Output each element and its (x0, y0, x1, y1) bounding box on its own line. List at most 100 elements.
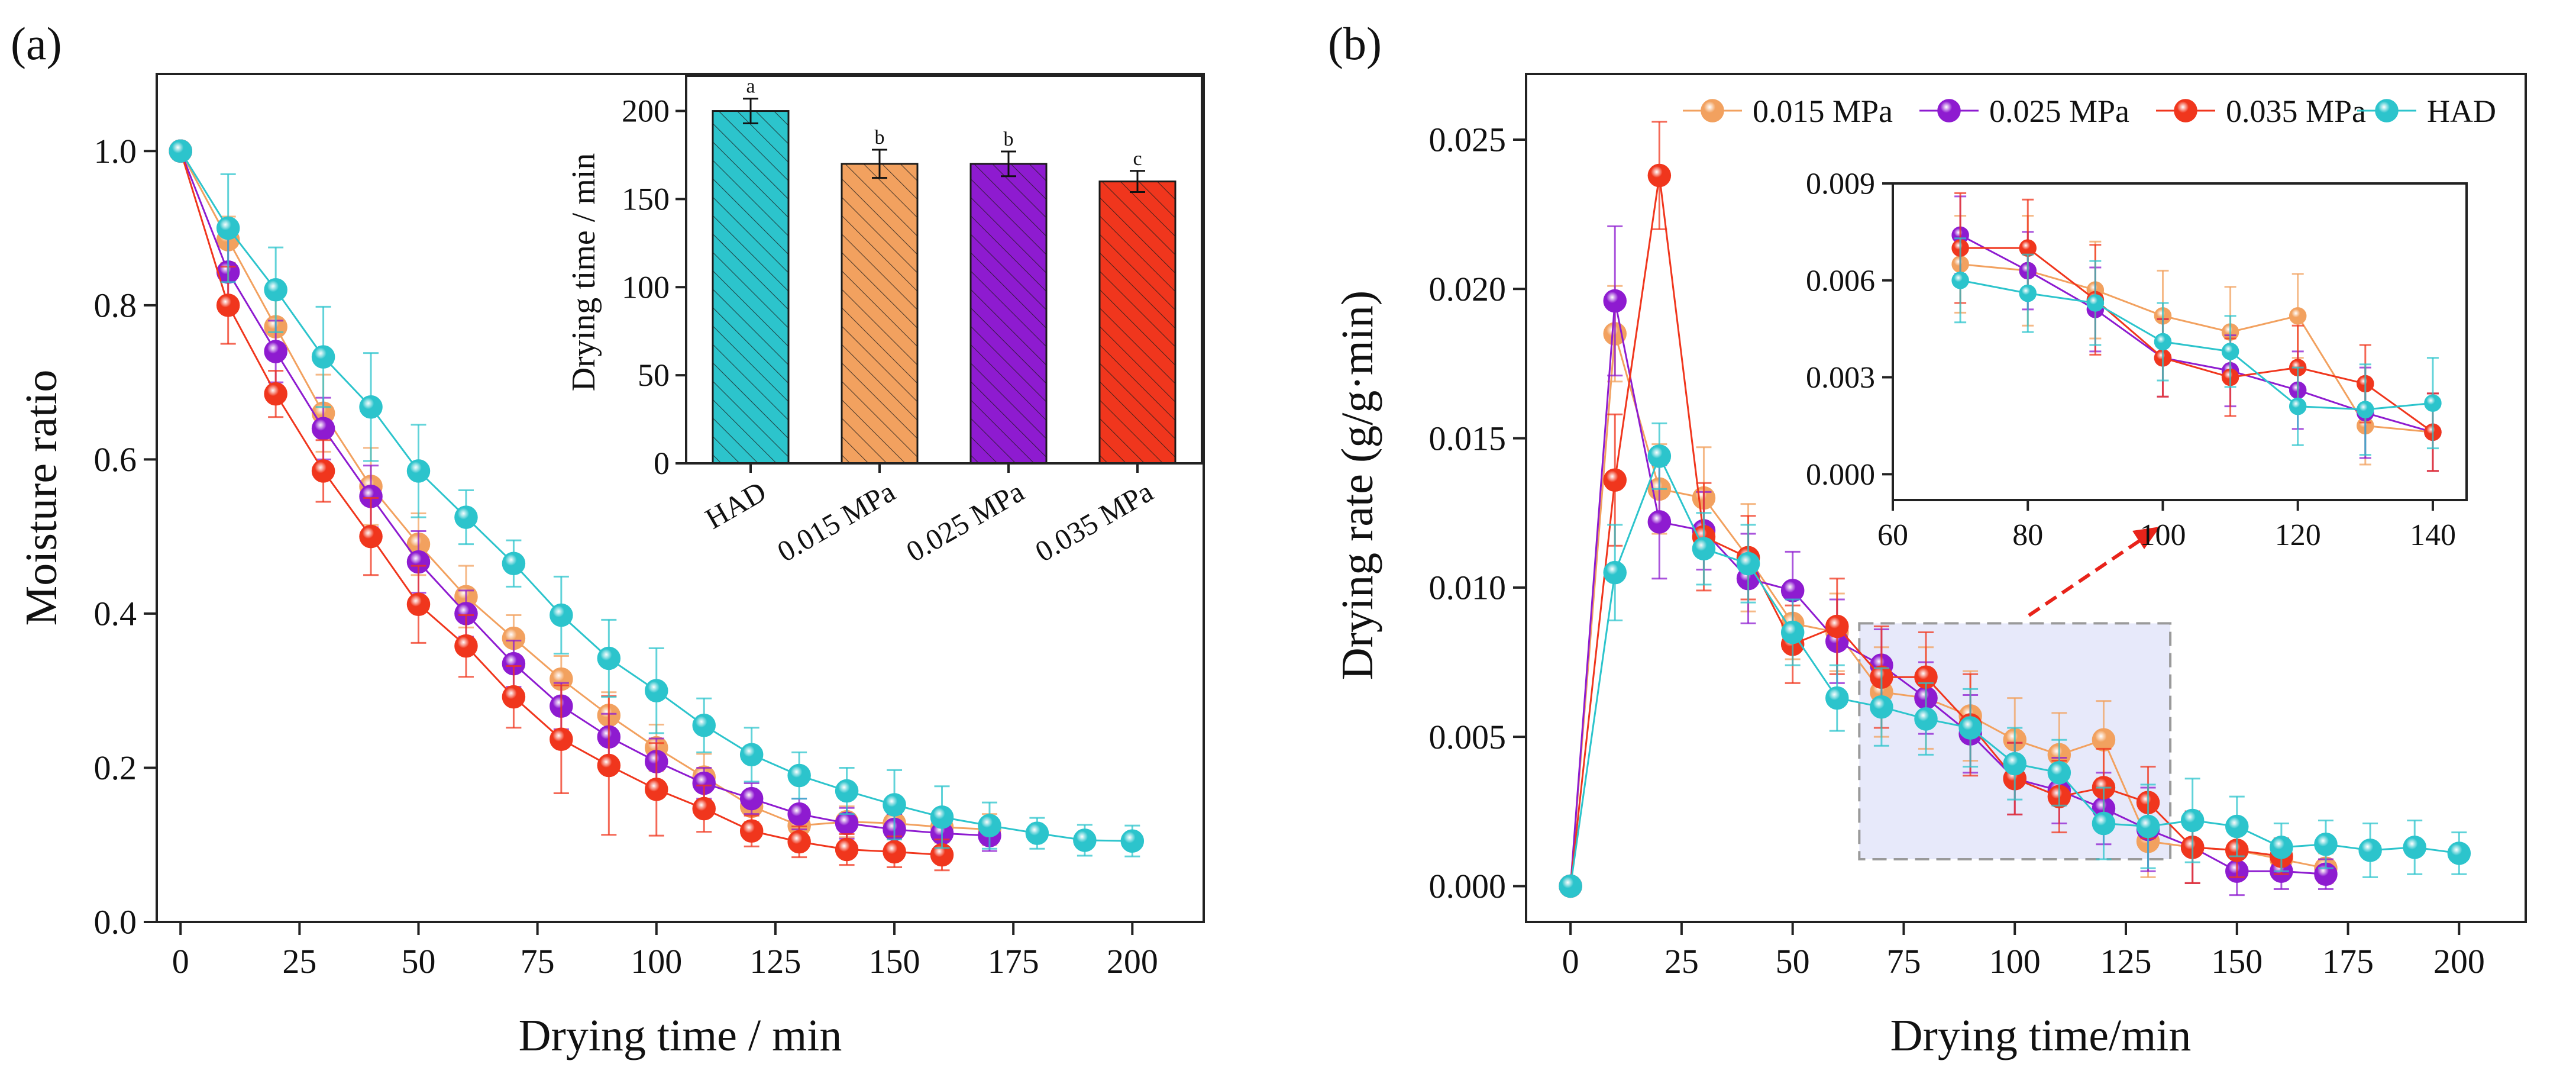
zoom-inset-frame-bg (1893, 183, 2467, 500)
b-point-had (1914, 707, 1938, 731)
b-point-c015 (2092, 728, 2116, 752)
b-point-had (2358, 839, 2382, 862)
zoom-inset-line-c035 (1960, 247, 2433, 433)
b-point-c035 (1825, 614, 1849, 639)
b-point-had (1780, 620, 1805, 644)
bar-significance-letter: b (1004, 128, 1014, 150)
panel-b-plot-frame (1525, 73, 2527, 923)
a-point-had (1025, 821, 1049, 845)
b-y-tick-label: 0.020 (1429, 270, 1507, 308)
legend-label-had: HAD (2427, 93, 2496, 129)
a-point-c035 (216, 294, 240, 317)
zoom-inset-point-had (1951, 272, 1969, 289)
b-x-tick-label: 175 (2322, 942, 2374, 981)
a-x-tick-label: 200 (1107, 942, 1158, 981)
a-point-had (454, 505, 478, 529)
b-point-had (1736, 552, 1760, 576)
b-x-tick-label: 150 (2211, 942, 2263, 981)
b-point-had (1647, 444, 1672, 468)
zoom-inset-point-had (2019, 284, 2037, 302)
zoom-inset-x-tick-label: 80 (2012, 518, 2043, 552)
a-point-c035 (550, 727, 573, 752)
b-x-tick-label: 125 (2100, 942, 2152, 981)
bar-inset-frame (685, 75, 1203, 465)
a-point-had (359, 395, 383, 419)
a-point-had (169, 139, 192, 163)
b-series-had (1559, 422, 2471, 898)
a-point-had (311, 345, 335, 369)
bar-inset-y-tick-label: 0 (654, 446, 670, 481)
a-x-tick-label: 75 (521, 942, 555, 981)
b-point-had (2180, 808, 2205, 833)
a-point-c035 (645, 778, 668, 801)
zoom-inset-point-had (2424, 394, 2442, 412)
zoom-inset-x-tick-label: 120 (2275, 518, 2321, 552)
a-point-c035 (739, 819, 764, 843)
a-point-c025 (739, 786, 764, 811)
b-y-tick-label: 0.025 (1429, 121, 1507, 159)
a-y-tick-label: 0.2 (94, 749, 137, 787)
zoom-inset-line-had (1960, 279, 2433, 411)
legend-marker-c035 (2174, 99, 2197, 122)
b-point-had (2447, 841, 2471, 865)
zoom-inset-y-tick-label: 0.006 (1806, 264, 1875, 298)
a-series-had (169, 139, 1145, 857)
a-point-c035 (359, 524, 383, 549)
b-x-tick-label: 75 (1886, 942, 1921, 981)
panel-b-label: (b) (1328, 18, 1382, 69)
legend-label-c015: 0.015 MPa (1753, 93, 1893, 129)
a-point-c035 (311, 459, 335, 483)
b-y-tick-label: 0.010 (1429, 569, 1507, 607)
legend-label-c035: 0.035 MPa (2226, 93, 2366, 129)
a-point-c035 (597, 753, 621, 778)
a-point-c035 (692, 797, 716, 821)
bar-c025 (969, 163, 1048, 465)
bar-category-label: 0.015 MPa (771, 475, 900, 568)
zoom-inset-point-had (2221, 343, 2239, 360)
b-y-tick-label: 0.005 (1429, 718, 1507, 756)
zoom-inset-point-c015 (2289, 307, 2307, 325)
a-point-c035 (835, 837, 859, 862)
a-point-c035 (883, 840, 906, 864)
panel-b-zoom-inset: 60 80 100 120 140 0.000 0.003 0.006 0.009 (1806, 167, 2468, 552)
b-point-had (1559, 874, 1582, 898)
bar-significance-letter: c (1133, 148, 1142, 170)
b-point-c035 (1603, 468, 1627, 492)
panel-b-axes: 0 25 50 75 100 125 150 175 200 0.000 0.005 0.010 0.0… (1429, 121, 2485, 981)
a-x-tick-label: 150 (869, 942, 920, 981)
legend-marker-c025 (1937, 99, 1961, 122)
a-point-had (835, 779, 859, 803)
a-series-c035 (169, 139, 954, 872)
a-point-c025 (787, 802, 811, 826)
b-point-had (1603, 560, 1627, 585)
b-point-had (2314, 833, 2338, 856)
b-x-tick-label: 100 (1989, 942, 2041, 981)
a-y-tick-label: 0.6 (94, 440, 137, 479)
bar-category-label: 0.035 MPa (1029, 475, 1158, 568)
a-point-c035 (406, 592, 431, 617)
bar-inset-y-axis-title: Drying time / min (565, 153, 602, 392)
a-point-had (692, 714, 716, 737)
zoom-inset-y-tick-label: 0.009 (1806, 167, 1875, 201)
a-y-tick-label: 0.0 (94, 903, 137, 941)
panel-b-legend: 0.015 MPa 0.025 MPa 0.035 MPa HAD (1683, 93, 2496, 129)
zoom-inset-point-had (2289, 397, 2307, 415)
a-y-tick-label: 0.8 (94, 286, 137, 325)
a-point-c025 (835, 811, 859, 836)
zoom-inset-y-tick-label: 0.003 (1806, 361, 1875, 395)
b-x-tick-label: 200 (2433, 942, 2485, 981)
a-x-tick-label: 0 (172, 942, 189, 981)
b-point-had (2136, 814, 2160, 839)
b-x-tick-label: 25 (1664, 942, 1699, 981)
a-point-had (930, 805, 954, 829)
legend-marker-c015 (1701, 99, 1724, 122)
b-point-had (2403, 836, 2426, 859)
a-point-had (502, 552, 526, 575)
b-point-had (1692, 537, 1716, 561)
b-y-tick-label: 0.000 (1429, 867, 1507, 905)
a-y-tick-label: 0.4 (94, 595, 137, 633)
panel-a: (a) 0 25 50 75 100 125 150 175 200 0.0 0.2 0.4 0.6 0.… (11, 18, 1205, 1060)
a-y-tick-label: 1.0 (94, 132, 137, 170)
a-x-tick-label: 50 (402, 942, 436, 981)
panel-a-series (169, 139, 1145, 872)
